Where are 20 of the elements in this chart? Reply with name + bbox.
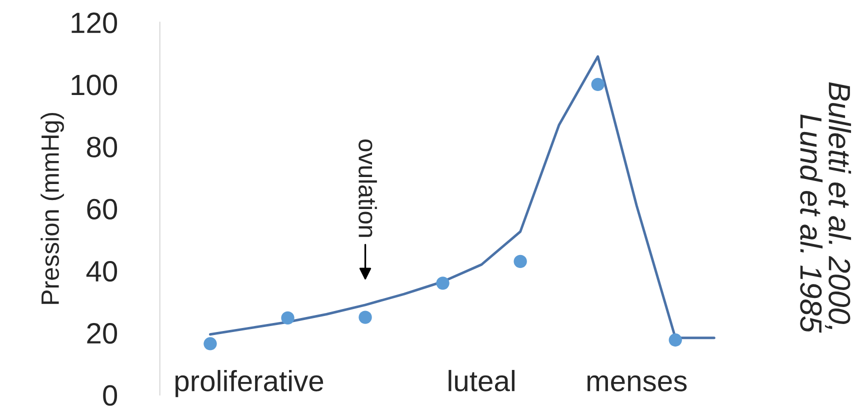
y-tick-label: 20 (87, 323, 118, 344)
y-tick-label: 80 (87, 136, 118, 158)
point (281, 311, 294, 325)
y-tick-label: 100 (72, 74, 118, 96)
x-tick-label: menses (587, 375, 687, 392)
point (436, 276, 450, 290)
y-tick-label: 120 (72, 12, 118, 34)
point (514, 254, 527, 268)
annotation: ovulation (358, 139, 377, 237)
text: Bulletti et al. 2000, Lund et al. 1985 (800, 82, 852, 333)
point (204, 337, 217, 350)
x-tick-label: luteal (448, 370, 514, 392)
point (668, 333, 682, 347)
y-axis-title: Pression (mmHg) (40, 112, 64, 304)
x-tick-label: proliferative (176, 370, 324, 398)
y-tick-label: 60 (87, 198, 118, 220)
y-tick-label: 0 (103, 385, 118, 406)
point (591, 78, 604, 92)
y-tick-label: 40 (86, 260, 118, 282)
point (358, 310, 372, 324)
